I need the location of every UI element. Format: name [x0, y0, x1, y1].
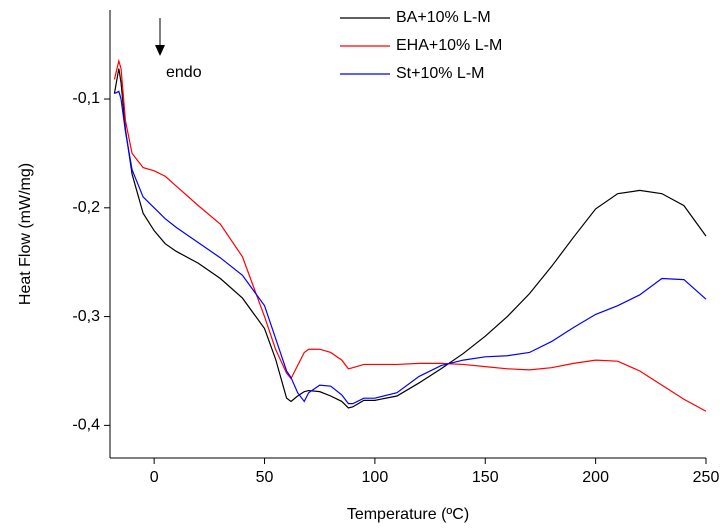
legend-label: EHA+10% L-M: [396, 37, 502, 54]
series-line: [114, 90, 707, 405]
y-tick-label: -0,3: [72, 308, 100, 325]
series-line: [113, 58, 707, 412]
x-tick-label: 150: [472, 469, 499, 486]
x-tick-label: 0: [150, 469, 159, 486]
y-tick-label: -0,4: [72, 417, 100, 434]
x-tick-label: 250: [693, 469, 720, 486]
y-axis-label: Heat Flow (mW/mg): [17, 163, 34, 305]
annotation: endo: [166, 64, 202, 81]
legend-label: BA+10% L-M: [396, 9, 491, 26]
y-tick-label: -0,1: [72, 90, 100, 107]
series-line: [113, 68, 707, 409]
y-tick-label: -0,2: [72, 199, 100, 216]
x-axis-label: Temperature (ºC): [347, 506, 469, 523]
x-tick-label: 50: [256, 469, 274, 486]
annotation-arrowhead: [155, 45, 165, 56]
x-tick-label: 200: [582, 469, 609, 486]
x-tick-label: 100: [362, 469, 389, 486]
legend-label: St+10% L-M: [396, 65, 484, 82]
